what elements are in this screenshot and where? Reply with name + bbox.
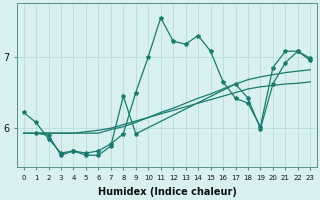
- X-axis label: Humidex (Indice chaleur): Humidex (Indice chaleur): [98, 187, 236, 197]
